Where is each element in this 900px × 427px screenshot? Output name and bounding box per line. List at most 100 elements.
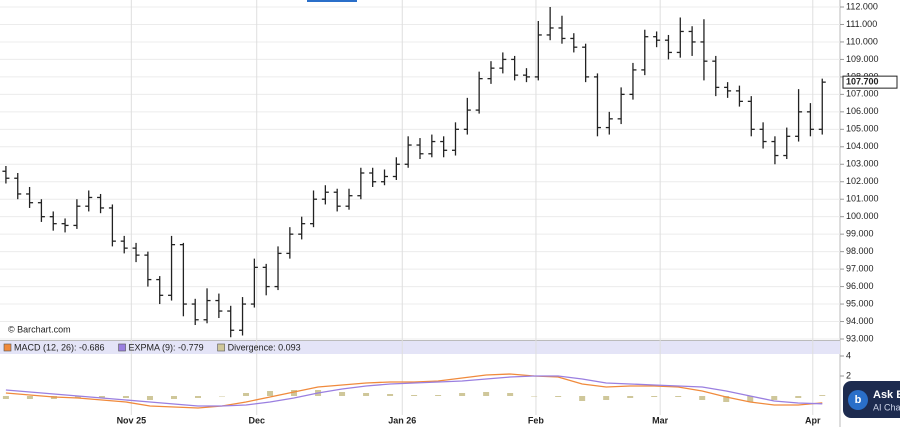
ohlc-bar [653, 31, 661, 48]
divergence-bar [483, 392, 490, 396]
ohlc-bar [369, 167, 377, 187]
ohlc-bar [179, 242, 187, 317]
ohlc-bar [771, 136, 779, 165]
ohlc-bar [747, 96, 755, 137]
ohlc-bar [262, 263, 270, 296]
ohlc-bar [416, 138, 424, 160]
divergence-bar [219, 396, 226, 397]
ohlc-bar [85, 190, 93, 212]
divergence-bar [459, 393, 466, 396]
ohlc-bar [227, 305, 235, 338]
divergence-bar [363, 393, 370, 396]
widget-icon-b: b [855, 394, 862, 406]
y-tick-label: 95.000 [846, 298, 874, 308]
divergence-bar [723, 396, 730, 402]
legend-swatch [217, 343, 225, 352]
divergence-bar [507, 393, 514, 396]
divergence-bar [339, 392, 346, 396]
last-price-box [842, 75, 898, 89]
legend-swatch [118, 343, 126, 352]
widget-title: Ask B [873, 389, 900, 401]
ohlc-bar [239, 297, 247, 336]
y-tick-label: 111.000 [846, 19, 877, 29]
divergence-bar [194, 396, 201, 398]
y-tick-label: 102.000 [846, 176, 879, 186]
legend-label: MACD (12, 26): -0.686 [14, 342, 105, 352]
y-tick-label: 107.000 [846, 89, 879, 99]
ohlc-bar [49, 211, 57, 231]
y-tick-label: 100.000 [846, 211, 879, 221]
ohlc-bar [546, 7, 554, 41]
y-tick-label: 103.000 [846, 159, 879, 169]
widget-subtitle: AI Cha [873, 402, 900, 412]
ohlc-bar [97, 193, 105, 214]
ai-widget[interactable]: b Ask B AI Cha [843, 381, 900, 418]
watermark: © Barchart.com [8, 324, 71, 334]
ohlc-bar [499, 52, 507, 74]
ohlc-bar [818, 78, 826, 135]
divergence-bar [267, 391, 274, 396]
divergence-bar [2, 396, 9, 399]
ohlc-bar [357, 167, 365, 200]
divergence-bar [411, 395, 418, 396]
divergence-bar [771, 396, 778, 400]
ohlc-bar [570, 33, 578, 53]
ohlc-bar [440, 136, 448, 158]
y-tick-label: 105.000 [846, 124, 879, 134]
ohlc-bar [534, 20, 542, 81]
ohlc-bar [333, 188, 341, 212]
divergence-bar [146, 396, 153, 400]
ohlc-bar [108, 204, 116, 247]
legend-strip [0, 341, 840, 354]
divergence-bar [675, 396, 682, 397]
ohlc-bar [61, 218, 69, 233]
ohlc-bar [132, 242, 140, 263]
indicator-line [5, 373, 823, 409]
y-tick-label: 97.000 [846, 263, 874, 273]
divergence-bar [98, 396, 105, 398]
x-tick-label: Dec [248, 415, 265, 425]
ohlc-bar [676, 17, 684, 58]
divergence-bar [651, 396, 658, 397]
divergence-bar [555, 396, 562, 397]
ohlc-bar [215, 293, 223, 319]
ohlc-bar [641, 29, 649, 76]
y-tick-label: 106.000 [846, 106, 879, 116]
divergence-bar [819, 395, 826, 396]
ohlc-bar [617, 87, 625, 125]
ohlc-bar [381, 169, 389, 186]
divergence-bar [170, 396, 177, 399]
ohlc-bar [475, 71, 483, 114]
ohlc-bar [392, 157, 400, 180]
divergence-bar [531, 396, 538, 397]
ohlc-bar [593, 73, 601, 137]
x-tick-label: Feb [528, 415, 545, 425]
ohlc-bar [14, 173, 22, 200]
ohlc-bar [144, 251, 152, 287]
ohlc-bar [404, 136, 412, 168]
y-tick-label: 112.000 [846, 1, 878, 11]
ohlc-bar [310, 190, 318, 228]
ohlc-bar [286, 227, 294, 259]
x-tick-label: Nov 25 [117, 415, 147, 425]
y-tick-label: 2 [846, 370, 851, 380]
x-tick-label: Jan 26 [388, 415, 416, 425]
divergence-bar [699, 396, 706, 400]
y-tick-label: 109.000 [846, 54, 879, 64]
divergence-bar [26, 396, 33, 399]
x-tick-label: Mar [652, 415, 669, 425]
ohlc-bar [191, 298, 199, 326]
divergence-bar [122, 396, 129, 398]
ohlc-bar [428, 134, 436, 158]
ohlc-bar [700, 19, 708, 81]
ohlc-bar [783, 127, 791, 160]
ohlc-bar [795, 89, 803, 142]
y-tick-label: 98.000 [846, 246, 874, 256]
ohlc-bar [712, 55, 720, 97]
ohlc-bar [73, 199, 81, 229]
y-tick-label: 93.000 [846, 333, 874, 343]
y-tick-label: 101.000 [846, 194, 879, 204]
y-tick-label: 104.000 [846, 141, 879, 151]
ohlc-bar [345, 188, 353, 210]
ohlc-bar [605, 111, 613, 135]
